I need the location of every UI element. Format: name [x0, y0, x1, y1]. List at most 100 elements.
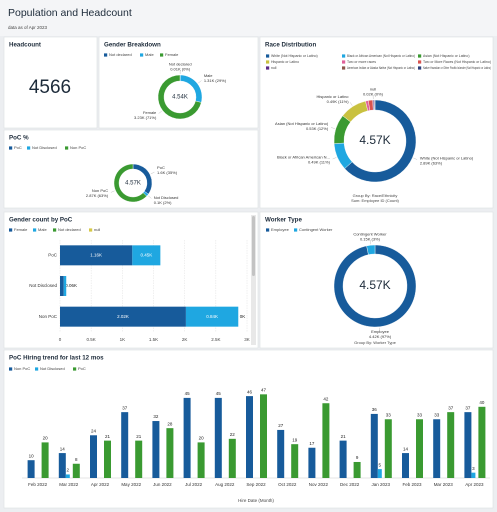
- bar: [370, 413, 378, 478]
- bar: [65, 474, 70, 478]
- bar: [197, 442, 205, 478]
- legend-label: White (Not Hispanic or Latino): [271, 54, 318, 58]
- kpi-value: 4566: [29, 77, 71, 98]
- bar: [90, 435, 97, 478]
- donut-slice: [366, 244, 376, 255]
- data-label: 47: [261, 388, 267, 393]
- legend-swatch: [73, 367, 77, 371]
- page-subtitle: data as of Apr 2023: [8, 25, 48, 30]
- x-tick-label: Mar 2022: [59, 482, 79, 487]
- legend-swatch: [160, 53, 164, 57]
- data-label: 32: [153, 414, 159, 419]
- slice-name: Black or African American N...: [277, 155, 330, 160]
- x-tick-label: 1K: [120, 337, 126, 342]
- scrollbar-thumb[interactable]: [252, 216, 255, 276]
- data-label: 2: [67, 468, 70, 473]
- slice-value: 4.42K (97%): [369, 334, 392, 339]
- legend-label: Not Disclosed: [40, 366, 65, 371]
- legend-swatch: [418, 54, 422, 58]
- data-label: 36: [372, 407, 378, 412]
- card-title: Headcount: [9, 42, 41, 49]
- slice-value: 3.23K (71%): [134, 115, 157, 120]
- x-tick-label: Mar 2023: [434, 482, 454, 487]
- x-tick-label: Sep 2022: [246, 482, 266, 487]
- bar: [121, 412, 129, 478]
- leader-line: [413, 157, 418, 160]
- slice-name: Non PoC: [92, 188, 108, 193]
- leader-line: [332, 157, 337, 160]
- slice-name: Asian (Not Hispanic or Latino): [275, 121, 329, 126]
- chart-footer: Group By: Race/Ethnicity: [353, 193, 398, 198]
- page-title: Population and Headcount: [8, 7, 132, 19]
- legend-swatch: [266, 54, 270, 58]
- slice-value: 0.02K (0%): [363, 92, 384, 97]
- data-label: 33: [386, 412, 392, 417]
- legend-swatch: [294, 228, 298, 232]
- x-tick-label: Feb 2022: [28, 482, 48, 487]
- data-label: 33: [434, 412, 440, 417]
- data-label: 10: [29, 453, 35, 458]
- legend-swatch: [9, 367, 13, 371]
- slice-value: 0.53K (12%): [306, 126, 329, 131]
- data-label: 37: [448, 405, 454, 410]
- bar: [135, 440, 143, 478]
- data-label: 3: [472, 466, 475, 471]
- slice-value: 1.31K (29%): [204, 78, 227, 83]
- legend-swatch: [27, 146, 31, 150]
- bar: [433, 419, 441, 478]
- slice-name: Female: [143, 110, 157, 115]
- legend-swatch: [35, 367, 39, 371]
- donut-slice: [113, 163, 147, 203]
- bar: [384, 419, 392, 478]
- y-tick-label: PoC: [48, 253, 58, 258]
- legend-label: American Indian or Alaska Native (Not Hi…: [347, 66, 415, 70]
- bar-segment: [185, 306, 239, 327]
- data-label: 37: [122, 405, 128, 410]
- bar: [322, 403, 330, 478]
- bar: [416, 419, 423, 478]
- label-bg: [238, 313, 246, 320]
- legend-swatch: [418, 66, 422, 70]
- x-tick-label: Jun 2022: [153, 482, 172, 487]
- data-label: 17: [309, 441, 315, 446]
- scrollbar[interactable]: [251, 215, 256, 345]
- bar: [72, 463, 80, 478]
- data-label: 21: [136, 434, 142, 439]
- legend-label: Employee: [271, 227, 290, 232]
- data-label: 14: [403, 446, 409, 451]
- data-label: 24: [91, 428, 97, 433]
- data-label: 0.06K: [65, 283, 77, 288]
- x-tick-label: 1.5K: [149, 337, 158, 342]
- slice-name: Contingent Worker: [353, 232, 387, 237]
- slice-value: 0.01K (0%): [170, 66, 191, 71]
- header-bg: [0, 0, 497, 36]
- bar: [27, 460, 35, 478]
- legend-label: PoC: [78, 366, 86, 371]
- legend-swatch: [89, 228, 93, 232]
- bar: [104, 440, 111, 478]
- bar: [277, 429, 285, 478]
- slice-value: 0.49K (11%): [308, 160, 331, 165]
- data-label: 22: [230, 432, 236, 437]
- bar: [478, 406, 486, 478]
- card-title: PoC Hiring trend for last 12 mos: [9, 355, 104, 362]
- leader-line: [330, 127, 335, 129]
- bar: [402, 453, 409, 478]
- legend-label: Female: [165, 52, 179, 57]
- bar: [353, 461, 361, 478]
- slice-value: 0.15K (3%): [360, 237, 381, 242]
- x-tick-label: 0: [59, 337, 62, 342]
- legend-swatch: [9, 146, 13, 150]
- bar-segment: [63, 276, 67, 296]
- legend-label: Male: [145, 52, 154, 57]
- x-tick-label: Apr 2022: [91, 482, 110, 487]
- slice-name: Not declared: [169, 61, 192, 66]
- bar-segment: [60, 276, 64, 296]
- legend-swatch: [266, 228, 270, 232]
- x-tick-label: 2K: [182, 337, 188, 342]
- legend-swatch: [9, 228, 13, 232]
- card: [3, 36, 98, 129]
- data-label: 33: [417, 412, 423, 417]
- legend-label: Two or more races: [347, 60, 376, 64]
